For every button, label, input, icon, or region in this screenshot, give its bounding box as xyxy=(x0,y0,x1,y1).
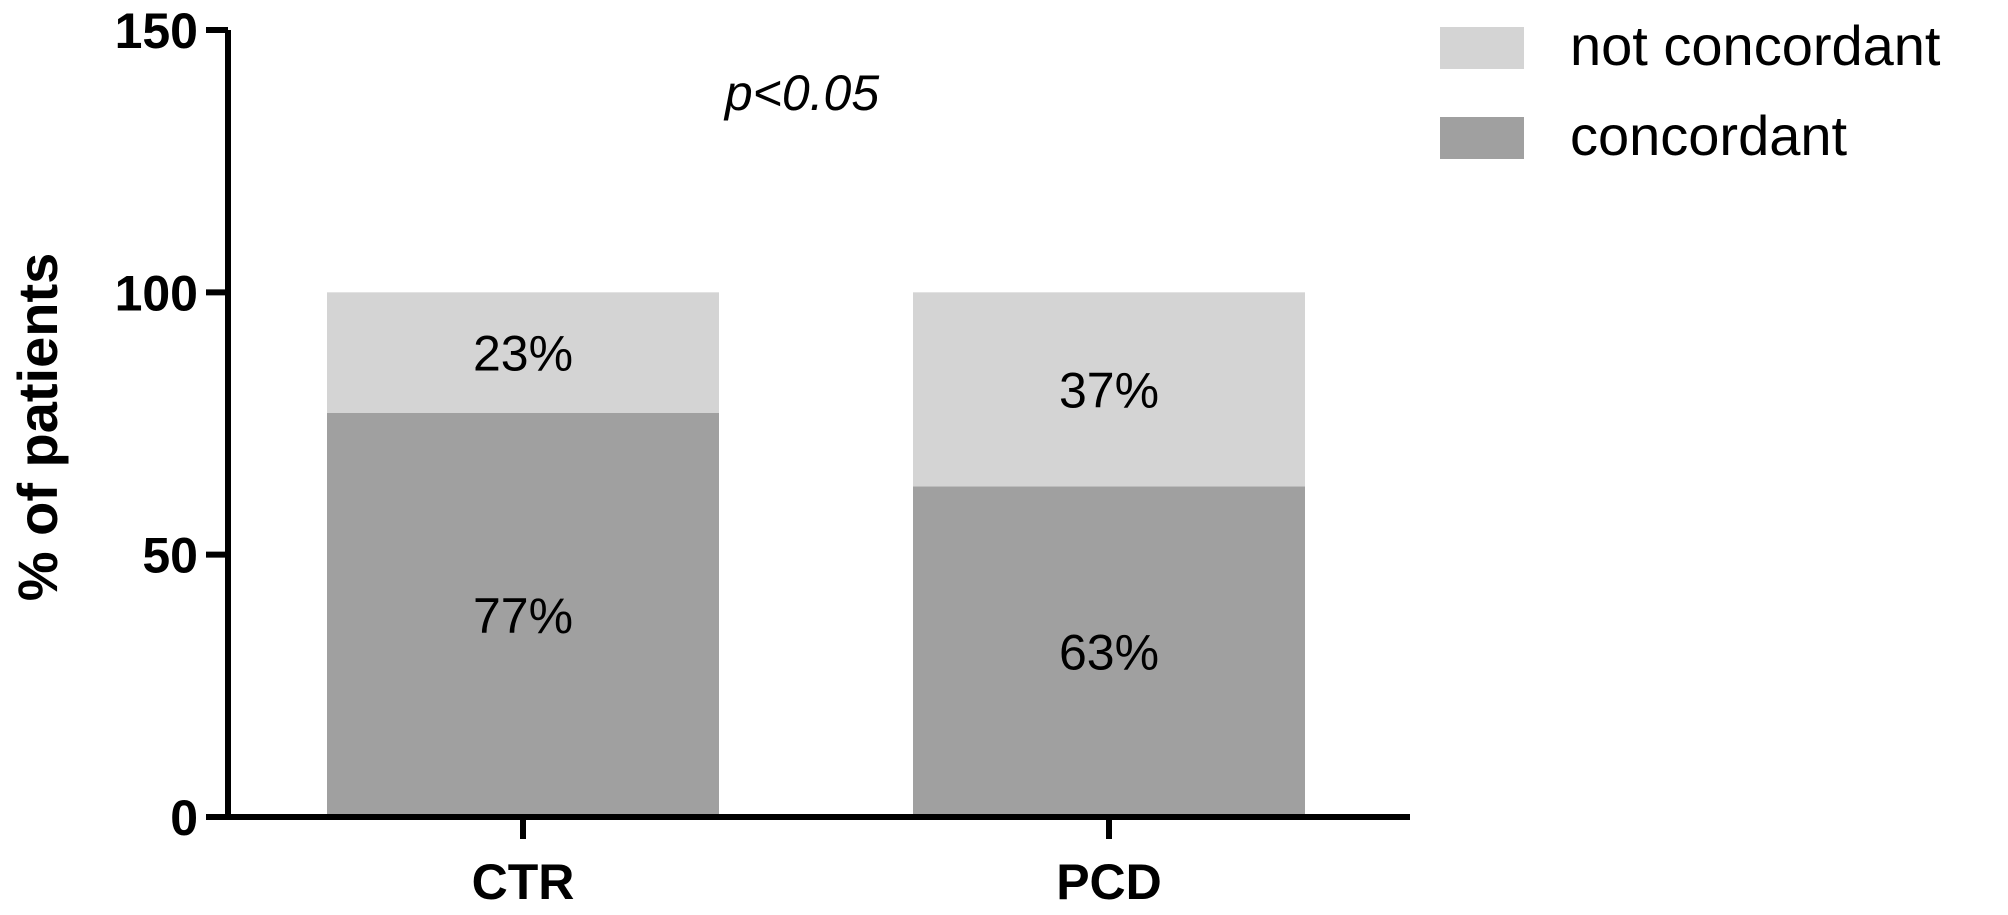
x-ticks: CTR PCD xyxy=(472,817,1162,910)
y-tick-label-100: 100 xyxy=(115,265,198,321)
data-label-pcd-not-concordant: 37% xyxy=(1059,362,1159,418)
data-label-ctr-not-concordant: 23% xyxy=(473,326,573,382)
axes xyxy=(225,30,1410,820)
legend-label-concordant: concordant xyxy=(1570,104,1848,167)
bar-pcd-not-concordant xyxy=(913,292,1305,487)
bar-ctr-concordant xyxy=(327,413,719,817)
data-label-ctr-concordant: 77% xyxy=(473,588,573,644)
bars-layer xyxy=(327,292,1305,817)
y-ticks: 0 50 100 150 xyxy=(115,3,228,846)
bar-ctr-not-concordant xyxy=(327,292,719,414)
legend-label-not-concordant: not concordant xyxy=(1570,14,1941,77)
p-value-annotation: p<0.05 xyxy=(723,65,880,121)
y-axis-title: % of patients xyxy=(6,253,69,601)
y-tick-label-150: 150 xyxy=(115,3,198,59)
data-labels-layer: 77% 23% 63% 37% xyxy=(473,326,1159,681)
y-tick-label-0: 0 xyxy=(170,790,198,846)
x-tick-label-ctr: CTR xyxy=(472,854,575,910)
x-tick-label-pcd: PCD xyxy=(1056,854,1162,910)
legend: not concordant concordant xyxy=(1440,14,1941,167)
legend-swatch-concordant xyxy=(1440,117,1524,159)
data-label-pcd-concordant: 63% xyxy=(1059,625,1159,681)
y-tick-label-50: 50 xyxy=(142,528,198,584)
legend-swatch-not-concordant xyxy=(1440,27,1524,69)
bar-pcd-concordant xyxy=(913,486,1305,817)
